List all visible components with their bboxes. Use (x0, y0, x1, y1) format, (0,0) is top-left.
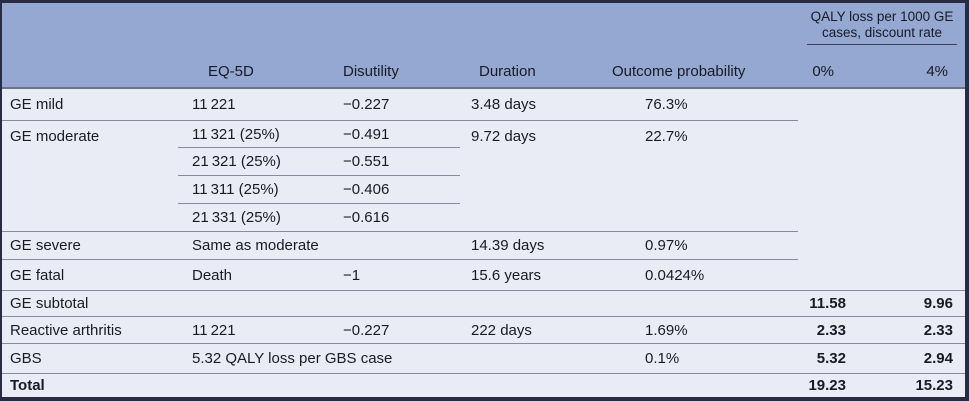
table-body: GE mild 11 221 −0.227 3.48 days 76.3% GE… (0, 89, 965, 397)
column-header-duration: Duration (479, 63, 536, 80)
disutility-value: −0.406 (330, 176, 460, 204)
qaly-spanner-label: QALY loss per 1000 GE cases, discount ra… (810, 9, 954, 40)
row-label: GE mild (0, 89, 178, 121)
eq5d-value: Death (178, 260, 330, 291)
row-label: GBS (0, 344, 178, 374)
qaly-0-value: 2.33 (798, 317, 862, 344)
row-label: GE severe (0, 232, 178, 260)
eq5d-value: Same as moderate (178, 232, 330, 260)
disutility-value: −0.227 (330, 89, 460, 121)
qaly-merged-empty-cell (798, 89, 965, 291)
row-label: GE moderate (0, 121, 178, 232)
qaly-4-value: 2.94 (862, 344, 965, 374)
qaly-0-value: 5.32 (798, 344, 862, 374)
duration-value: 15.6 years (460, 260, 600, 291)
table-right-edge (965, 0, 969, 401)
disutility-value: −0.227 (330, 317, 460, 344)
eq5d-value: 11 321 (25%) (178, 121, 330, 148)
eq5d-value: 11 311 (25%) (178, 176, 330, 204)
column-header-discount-0: 0% (812, 63, 834, 80)
row-label: GE subtotal (0, 291, 798, 317)
disutility-value: −0.491 (330, 121, 460, 148)
table-top-rule (0, 0, 969, 3)
duration-value: 9.72 days (460, 121, 600, 232)
probability-value: 76.3% (600, 89, 798, 121)
eq5d-value: 11 221 (178, 317, 330, 344)
duration-value: 3.48 days (460, 89, 600, 121)
qaly-4-value: 2.33 (862, 317, 965, 344)
duration-value: 14.39 days (460, 232, 600, 260)
probability-value: 22.7% (600, 121, 798, 232)
disutility-empty (330, 232, 460, 260)
qaly-4-value: 9.96 (862, 291, 965, 317)
disutility-value: −1 (330, 260, 460, 291)
qaly-4-value: 15.23 (915, 377, 953, 394)
column-header-probability: Outcome probability (612, 63, 746, 80)
row-label: Reactive arthritis (0, 317, 178, 344)
table-header: QALY loss per 1000 GE cases, discount ra… (0, 3, 965, 89)
spanner-underline (807, 44, 957, 45)
column-header-eq5d: EQ-5D (208, 63, 254, 80)
table-left-edge (0, 0, 2, 401)
eq5d-value: 21 331 (25%) (178, 204, 330, 232)
eq5d-value: 21 321 (25%) (178, 148, 330, 176)
disutility-value: −0.551 (330, 148, 460, 176)
probability-value: 0.0424% (600, 260, 798, 291)
qaly-0-value: 11.58 (798, 291, 862, 317)
duration-value: 222 days (460, 317, 600, 344)
probability-value: 1.69% (600, 317, 798, 344)
column-header-disutility: Disutility (343, 63, 399, 80)
eq5d-note: 5.32 QALY loss per GBS case (178, 344, 600, 374)
probability-value: 0.97% (600, 232, 798, 260)
probability-value: 0.1% (600, 344, 798, 374)
disutility-value: −0.616 (330, 204, 460, 232)
column-header-discount-4: 4% (926, 63, 948, 80)
qaly-0-value: 19.23 (808, 377, 846, 394)
qaly-spanner-cell: QALY loss per 1000 GE cases, discount ra… (798, 3, 965, 49)
row-label: Total (10, 377, 45, 394)
table-bottom-rule (0, 397, 969, 401)
row-label: GE fatal (0, 260, 178, 291)
eq5d-value: 11 221 (178, 89, 330, 121)
